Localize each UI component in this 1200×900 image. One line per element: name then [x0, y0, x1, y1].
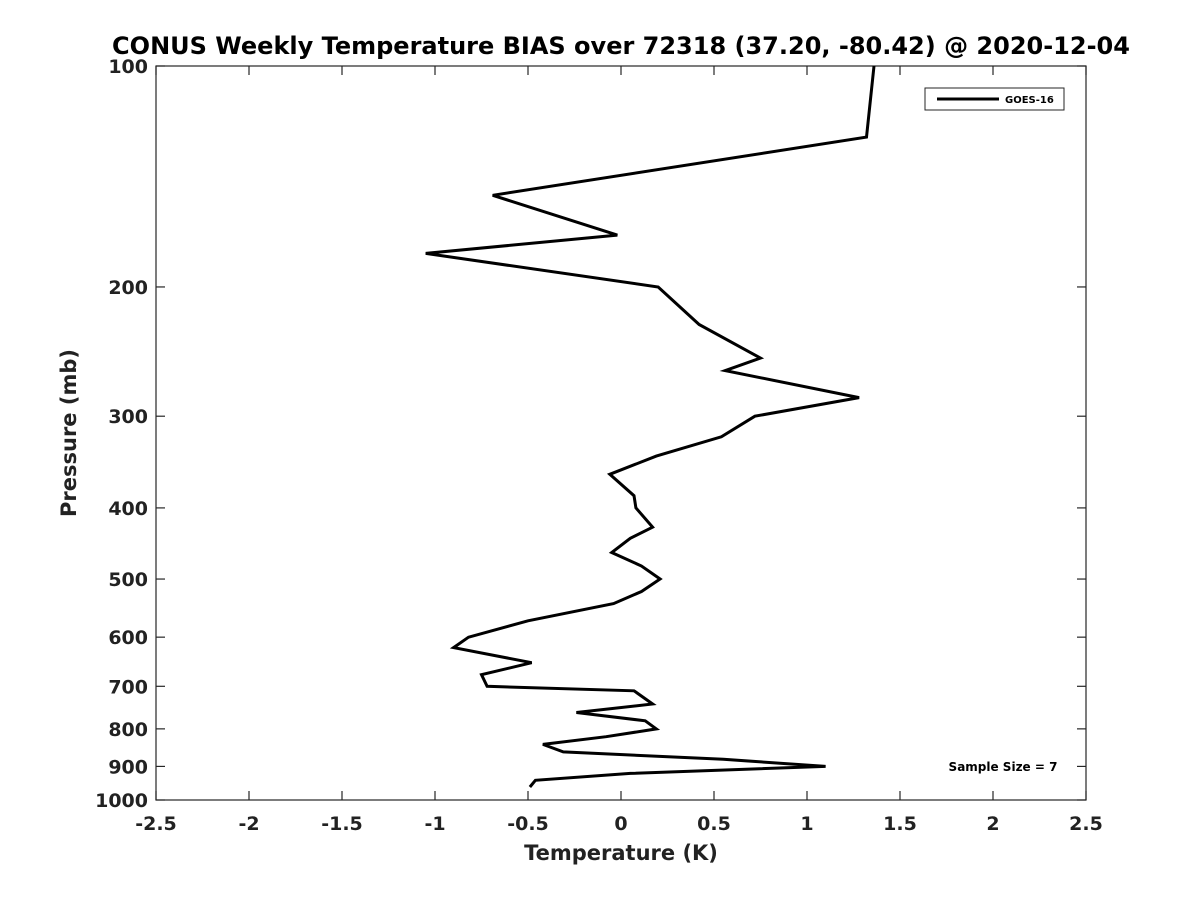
y-tick-label: 1000	[95, 790, 148, 812]
x-axis-label: Temperature (K)	[524, 841, 718, 865]
y-tick-label: 100	[108, 56, 148, 78]
x-tick-label: 2	[986, 813, 999, 835]
y-tick-label: 800	[108, 719, 148, 741]
x-tick-label: -1	[424, 813, 445, 835]
y-tick-label: 600	[108, 627, 148, 649]
y-tick-label: 200	[108, 277, 148, 299]
y-axis: 100 200 300 400 500 600 700 800 900 1000	[95, 56, 1086, 812]
sample-size-annotation: Sample Size = 7	[949, 760, 1058, 774]
x-tick-label: 1.5	[883, 813, 917, 835]
y-axis-label: Pressure (mb)	[57, 349, 81, 517]
x-axis: -2.5 -2 -1.5 -1 -0.5 0 0.5 1 1.5 2 2.5	[135, 66, 1103, 835]
x-tick-label: 2.5	[1069, 813, 1103, 835]
x-tick-label: 0.5	[697, 813, 731, 835]
chart-title: CONUS Weekly Temperature BIAS over 72318…	[112, 32, 1130, 60]
x-tick-label: -2.5	[135, 813, 177, 835]
y-tick-label: 300	[108, 406, 148, 428]
y-tick-label: 500	[108, 569, 148, 591]
x-tick-label: 1	[800, 813, 813, 835]
x-tick-label: -1.5	[321, 813, 363, 835]
x-tick-label: -0.5	[507, 813, 549, 835]
y-tick-label: 900	[108, 756, 148, 778]
y-tick-label: 400	[108, 498, 148, 520]
y-tick-label: 700	[108, 676, 148, 698]
x-tick-label: -2	[238, 813, 259, 835]
series-line-goes-16	[425, 65, 876, 788]
legend: GOES-16	[924, 87, 1065, 111]
legend-label-goes-16: GOES-16	[1005, 95, 1054, 106]
x-tick-label: 0	[614, 813, 627, 835]
